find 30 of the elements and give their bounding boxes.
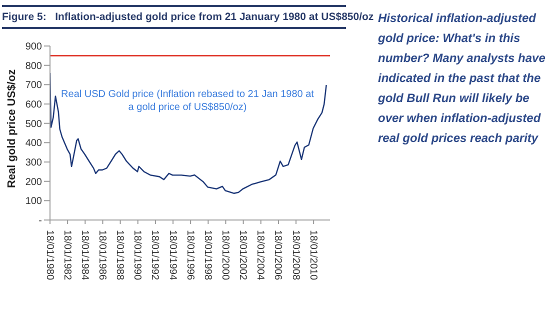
y-tick-label: 700 [25,80,42,92]
text: Historical inflation-adjusted gold price: What's in this number? Many analysts have indicated in the past that the gold Bull Run will likely be over when inflation-adjusted real gold prices reach parity [378,10,546,147]
x-tick-label: 18/01/1994 [166,230,178,280]
y-tick-label: 300 [25,158,42,169]
y-tick-label: 500 [25,118,42,130]
x-tick-label: 18/01/2002 [237,230,248,280]
x-tick-label: 18/01/2006 [272,230,284,280]
chart-title: Figure 5: Inflation-adjusted gold price from 21 January 1980 at US$850/oz [2,10,374,25]
y-tick-label: 900 [25,42,42,53]
y-tick-label: 200 [25,176,42,188]
x-tick-label: 18/01/2000 [220,230,231,280]
x-tick-label: 18/01/1992 [149,230,160,280]
series-label: Real USD Gold price (Inflation rebased to 21 Jan 1980 at a gold price of US$850/oz) [60,88,315,114]
y-tick-label: 800 [25,60,42,72]
x-tick-label: 18/01/1986 [96,230,108,280]
x-tick-label: 18/01/2008 [290,230,301,280]
y-tick-label: - [38,216,42,227]
x-tick-label: 18/01/1996 [184,230,196,280]
x-tick-label: 18/01/1984 [78,230,90,280]
x-tick-label: 18/01/1990 [132,230,143,280]
x-tick-label: 18/01/1998 [202,230,213,280]
x-tick-label: 18/01/1982 [61,230,72,280]
x-tick-label: 18/01/1988 [114,230,126,280]
x-tick-label: 18/01/2004 [254,230,266,280]
y-tick-label: 600 [25,100,42,111]
x-tick-label: 18/01/1980 [44,230,55,280]
y-tick-label: 400 [25,138,42,150]
x-tick-label: 18/01/2010 [307,230,318,280]
y-tick-label: 100 [25,196,42,208]
y-axis-title: Real gold price US$/oz [6,68,18,188]
